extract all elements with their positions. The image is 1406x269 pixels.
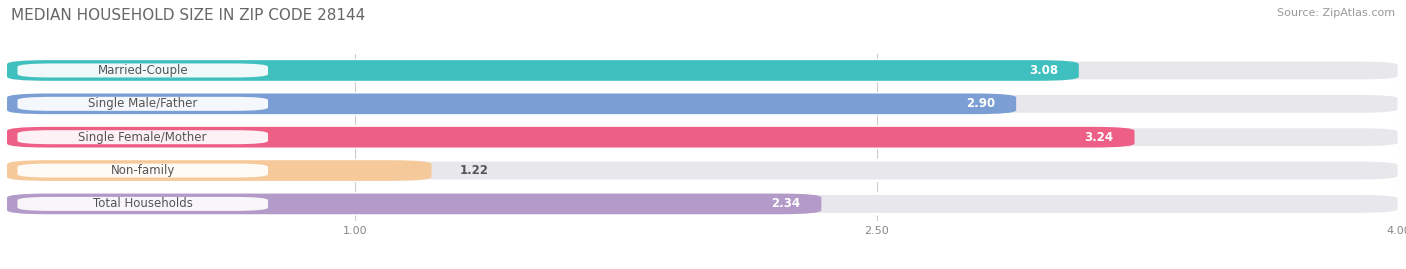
FancyBboxPatch shape — [7, 127, 1399, 147]
FancyBboxPatch shape — [7, 60, 1078, 81]
Text: Total Households: Total Households — [93, 197, 193, 210]
Text: 1.22: 1.22 — [460, 164, 488, 177]
Text: MEDIAN HOUSEHOLD SIZE IN ZIP CODE 28144: MEDIAN HOUSEHOLD SIZE IN ZIP CODE 28144 — [11, 8, 366, 23]
FancyBboxPatch shape — [7, 94, 1017, 114]
FancyBboxPatch shape — [17, 63, 269, 77]
Text: 3.24: 3.24 — [1084, 131, 1114, 144]
FancyBboxPatch shape — [7, 194, 821, 214]
Text: 3.08: 3.08 — [1029, 64, 1057, 77]
FancyBboxPatch shape — [7, 127, 1135, 147]
FancyBboxPatch shape — [17, 197, 269, 211]
FancyBboxPatch shape — [7, 94, 1399, 114]
FancyBboxPatch shape — [17, 130, 269, 144]
Text: Single Female/Mother: Single Female/Mother — [79, 131, 207, 144]
FancyBboxPatch shape — [7, 160, 432, 181]
Text: 2.34: 2.34 — [772, 197, 800, 210]
Text: Married-Couple: Married-Couple — [97, 64, 188, 77]
FancyBboxPatch shape — [7, 160, 1399, 181]
Text: Source: ZipAtlas.com: Source: ZipAtlas.com — [1277, 8, 1395, 18]
FancyBboxPatch shape — [17, 164, 269, 178]
Text: 2.90: 2.90 — [966, 97, 995, 110]
Text: Non-family: Non-family — [111, 164, 174, 177]
FancyBboxPatch shape — [7, 60, 1399, 81]
FancyBboxPatch shape — [17, 97, 269, 111]
FancyBboxPatch shape — [7, 194, 1399, 214]
Text: Single Male/Father: Single Male/Father — [89, 97, 197, 110]
